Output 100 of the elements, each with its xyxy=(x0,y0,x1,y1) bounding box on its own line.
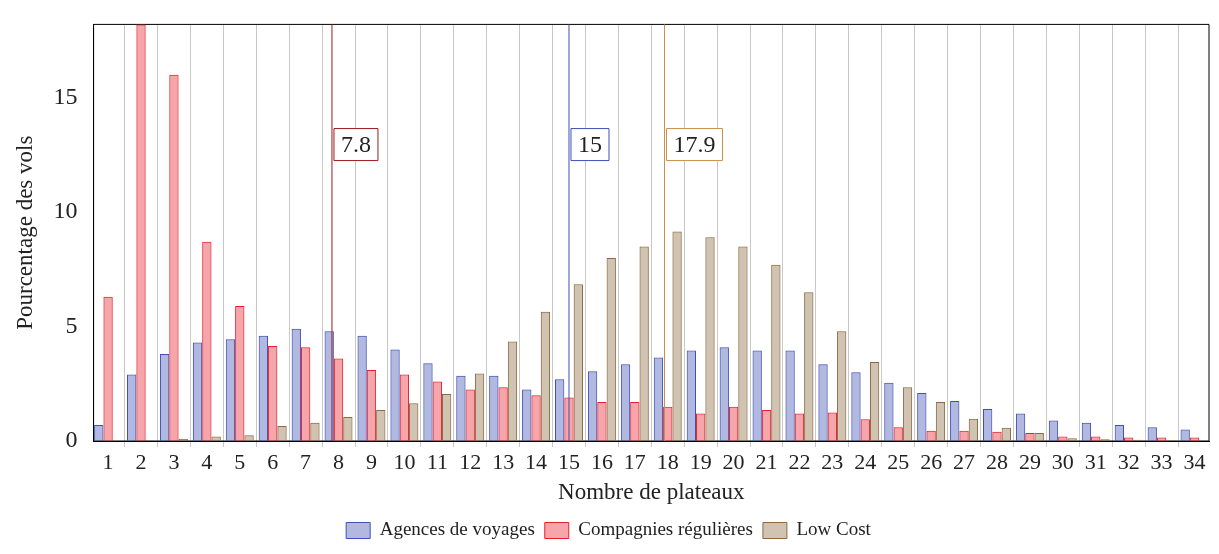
bar xyxy=(522,389,532,441)
bar xyxy=(968,418,979,441)
bar xyxy=(606,257,616,441)
x-tick-label: 15 xyxy=(557,448,580,474)
bar xyxy=(771,264,781,441)
bar xyxy=(376,410,386,441)
bar xyxy=(1048,420,1059,441)
bar xyxy=(917,392,927,441)
bar xyxy=(507,341,518,441)
x-tick-label: 27 xyxy=(953,448,976,474)
bar xyxy=(489,375,499,441)
bar xyxy=(456,375,466,441)
bar xyxy=(752,350,762,441)
bar xyxy=(300,347,311,441)
bar xyxy=(869,362,880,441)
bar xyxy=(366,370,377,441)
x-tick-label: 24 xyxy=(854,448,877,474)
bar xyxy=(673,232,681,441)
bar xyxy=(1015,413,1026,441)
bar xyxy=(432,381,442,441)
bar xyxy=(104,297,112,441)
x-tick-label: 33 xyxy=(1150,448,1173,474)
bar xyxy=(291,328,301,441)
bar xyxy=(620,364,631,441)
bar xyxy=(902,387,913,441)
bar xyxy=(235,305,245,441)
x-tick-label: 31 xyxy=(1084,448,1107,474)
bar xyxy=(540,311,551,441)
bar xyxy=(950,400,960,441)
y-tick-label: 0 xyxy=(65,426,78,453)
ref-line-label: 7.8 xyxy=(340,130,371,157)
x-tick-label: 10 xyxy=(393,448,416,474)
bar xyxy=(639,246,649,441)
bar xyxy=(357,335,367,441)
bar xyxy=(424,364,432,441)
bar xyxy=(94,424,104,441)
bar xyxy=(573,284,583,441)
x-tick-label: 14 xyxy=(525,448,548,474)
x-tick-label: 3 xyxy=(168,448,180,474)
bar xyxy=(630,402,640,441)
bar xyxy=(1081,422,1092,441)
bar xyxy=(137,25,145,441)
bar xyxy=(268,346,278,441)
legend-label: Agences de voyages xyxy=(379,518,535,540)
x-axis-title: Nombre de plateaux xyxy=(558,479,746,505)
bar xyxy=(333,358,344,441)
bar xyxy=(860,419,870,441)
x-tick-label: 4 xyxy=(201,448,213,474)
x-tick-label: 16 xyxy=(590,448,613,474)
bar xyxy=(587,371,598,441)
x-tick-label: 20 xyxy=(722,448,745,474)
x-tick-label: 11 xyxy=(426,448,448,474)
bar xyxy=(786,351,794,441)
bar xyxy=(696,413,706,441)
bar xyxy=(170,75,178,441)
x-tick-label: 7 xyxy=(300,448,312,474)
ref-line-label: 17.9 xyxy=(673,130,716,157)
bar xyxy=(819,365,827,441)
bar xyxy=(399,374,410,441)
bar xyxy=(127,374,137,441)
x-tick-label: 9 xyxy=(365,448,377,474)
x-tick-label: 17 xyxy=(623,448,646,474)
x-tick-label: 2 xyxy=(135,448,147,474)
bar xyxy=(441,394,452,441)
y-tick-label: 5 xyxy=(65,311,78,338)
bar xyxy=(499,388,507,441)
bar xyxy=(653,357,664,441)
ref-line-label: 15 xyxy=(577,130,602,157)
bar xyxy=(311,423,319,441)
x-tick-label: 23 xyxy=(821,448,844,474)
x-tick-label: 25 xyxy=(887,448,910,474)
y-axis-title: Pourcentage des vols xyxy=(11,135,37,330)
bar xyxy=(555,379,565,441)
bar xyxy=(827,412,838,441)
x-tick-label: 19 xyxy=(689,448,712,474)
bar xyxy=(258,335,269,441)
x-tick-label: 21 xyxy=(755,448,778,474)
legend-label: Low Cost xyxy=(796,518,872,540)
bar xyxy=(391,350,399,441)
bar xyxy=(884,382,894,441)
x-tick-label: 12 xyxy=(459,448,482,474)
bar xyxy=(532,396,540,441)
x-tick-label: 29 xyxy=(1018,448,1041,474)
bar xyxy=(706,238,714,441)
bar xyxy=(935,402,946,441)
bar xyxy=(804,292,814,441)
x-tick-label: 8 xyxy=(333,448,345,474)
x-tick-label: 1 xyxy=(102,448,114,474)
bar xyxy=(728,406,739,441)
bar xyxy=(686,350,697,441)
bar xyxy=(159,354,170,441)
bar xyxy=(211,436,221,441)
bar xyxy=(465,389,475,441)
legend-label: Compagnies régulières xyxy=(578,518,753,540)
x-tick-label: 18 xyxy=(656,448,679,474)
bar xyxy=(1059,437,1067,441)
bar xyxy=(761,410,772,441)
x-tick-label: 22 xyxy=(788,448,811,474)
bar xyxy=(225,339,236,441)
bar xyxy=(1091,436,1101,441)
